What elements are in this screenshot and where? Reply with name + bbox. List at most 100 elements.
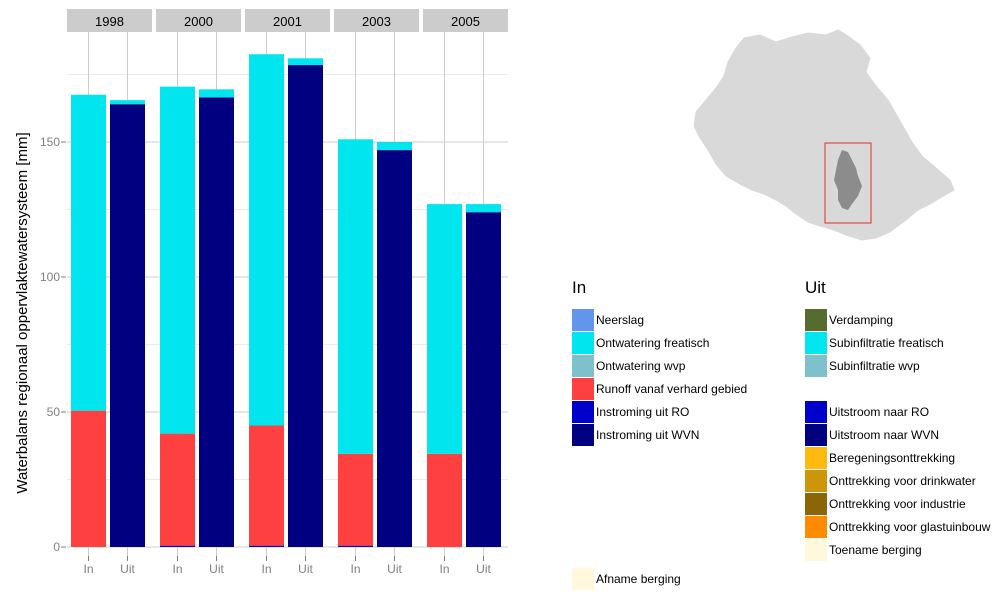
legend-label: Afname berging [596, 572, 681, 586]
legend-swatch [572, 568, 594, 590]
x-tick-label: In [261, 562, 271, 576]
legend-label: Ontwatering wvp [596, 359, 686, 373]
bar-uit-2003-uitstroom-naar-wvn [377, 150, 412, 547]
legend-label: Uitstroom naar WVN [829, 428, 940, 442]
facet-label-1998: 1998 [95, 14, 124, 29]
bar-in-2005-runoff-vanaf-verhard-gebied [427, 453, 462, 547]
legend-label: Neerslag [596, 313, 645, 327]
x-tick-label: In [350, 562, 360, 576]
bar-in-2003-instroming-uit-ro [338, 545, 373, 547]
facet-strip-2000 [156, 9, 241, 32]
bar-uit-2005-subinfiltratie-freatisch [466, 204, 501, 213]
legend-item: Onttrekking voor drinkwater [805, 470, 976, 492]
legend-item: Ontwatering freatisch [572, 332, 709, 354]
bar-in-1998-ontwatering-freatisch [71, 94, 106, 411]
map-selection-box [824, 142, 872, 224]
bar-in-2000-instroming-uit-ro [160, 545, 195, 547]
legend-item: Runoff vanaf verhard gebied [572, 378, 747, 400]
legend-label: Toename berging [829, 543, 922, 557]
bar-in-1998-runoff-vanaf-verhard-gebied [71, 410, 106, 547]
x-tick-label: Uit [298, 562, 313, 576]
bar-uit-1998-uitstroom-naar-wvn [110, 104, 145, 547]
legend-swatch [805, 493, 827, 515]
x-tick-label: In [439, 562, 449, 576]
bar-uit-2005-uitstroom-naar-wvn [466, 212, 501, 547]
x-tick-label: Uit [120, 562, 135, 576]
legend-item: Instroming uit WVN [572, 424, 699, 446]
facet-strip-1998 [67, 9, 152, 32]
facet-strip-2003 [334, 9, 419, 32]
legend-swatch [805, 539, 827, 561]
location-map [693, 29, 955, 241]
legend-label: Onttrekking voor industrie [829, 497, 966, 511]
facet-label-2003: 2003 [362, 14, 391, 29]
legend-swatch [572, 309, 594, 331]
legend-swatch [805, 401, 827, 423]
legend-swatch [572, 378, 594, 400]
legend-item: Onttrekking voor glastuinbouw [805, 516, 990, 538]
legend-label: Verdamping [829, 313, 894, 327]
legend-swatch [572, 401, 594, 423]
legend-label: Subinfiltratie wvp [829, 359, 920, 373]
legend-item: Afname berging [572, 568, 681, 590]
legend-swatch [572, 424, 594, 446]
bar-in-2003-ontwatering-freatisch [338, 139, 373, 454]
legend-label: Ontwatering freatisch [596, 336, 710, 350]
legend-item: Neerslag [572, 309, 644, 331]
bar-in-2000-ontwatering-freatisch [160, 86, 195, 434]
legend-item: Verdamping [805, 309, 893, 331]
legend-item: Instroming uit RO [572, 401, 689, 423]
facet-strip-2005 [423, 9, 508, 32]
legend-item: Toename berging [805, 539, 922, 561]
legend-label: Uitstroom naar RO [829, 405, 930, 419]
legend-item: Subinfiltratie freatisch [805, 332, 944, 354]
legend-swatch [805, 447, 827, 469]
bar-uit-2000-uitstroom-naar-wvn [199, 97, 234, 547]
facet-strip-2001 [245, 9, 330, 32]
bars [71, 54, 501, 548]
bar-uit-1998-subinfiltratie-freatisch [110, 100, 145, 105]
facet-strips: 1998 2000 2001 2003 2005 [67, 9, 508, 32]
y-axis-label: Waterbalans regionaal oppervlaktewatersy… [14, 132, 31, 493]
legend-label: Onttrekking voor glastuinbouw [829, 520, 991, 534]
y-tick-label: 50 [47, 405, 61, 419]
legend-item: Uitstroom naar RO [805, 401, 929, 423]
x-tick-label: In [172, 562, 182, 576]
legend-label: Instroming uit RO [596, 405, 690, 419]
bar-in-2001-instroming-uit-ro [249, 545, 284, 547]
legend-label: Beregeningsonttrekking [829, 451, 956, 465]
x-tick-label: In [83, 562, 93, 576]
legend-item: Uitstroom naar WVN [805, 424, 939, 446]
x-tick-label: Uit [387, 562, 402, 576]
legend-label: Instroming uit WVN [596, 428, 700, 442]
legend-uit-title: Uit [805, 278, 826, 297]
bar-uit-2001-uitstroom-naar-wvn [288, 65, 323, 548]
legend-swatch [572, 355, 594, 377]
legend-item: Subinfiltratie wvp [805, 355, 920, 377]
axes: 0 50 100 150 In Uit In Uit In Uit In Uit In Uit [40, 135, 492, 576]
legend-label: Runoff vanaf verhard gebied [596, 382, 748, 396]
map-region [693, 29, 955, 241]
legend-swatch [805, 355, 827, 377]
legend-in-title: In [572, 278, 587, 297]
y-tick-label: 150 [40, 135, 60, 149]
legend-item: Onttrekking voor industrie [805, 493, 966, 515]
facet-label-2005: 2005 [451, 14, 480, 29]
legend-swatch [572, 332, 594, 354]
x-tick-label: Uit [476, 562, 491, 576]
facet-label-2000: 2000 [184, 14, 213, 29]
legend-swatch [805, 470, 827, 492]
bar-uit-2000-subinfiltratie-freatisch [199, 89, 234, 98]
bar-uit-2001-subinfiltratie-freatisch [288, 58, 323, 66]
y-tick-label: 0 [53, 540, 60, 554]
legend-swatch [805, 332, 827, 354]
legend-label: Subinfiltratie freatisch [829, 336, 944, 350]
bar-in-2000-runoff-vanaf-verhard-gebied [160, 433, 195, 546]
bar-in-2001-ontwatering-freatisch [249, 54, 284, 426]
facet-label-2001: 2001 [273, 14, 302, 29]
bar-in-2003-runoff-vanaf-verhard-gebied [338, 453, 373, 546]
legend-swatch [805, 424, 827, 446]
legend-label: Onttrekking voor drinkwater [829, 474, 976, 488]
bar-uit-2003-subinfiltratie-freatisch [377, 142, 412, 151]
